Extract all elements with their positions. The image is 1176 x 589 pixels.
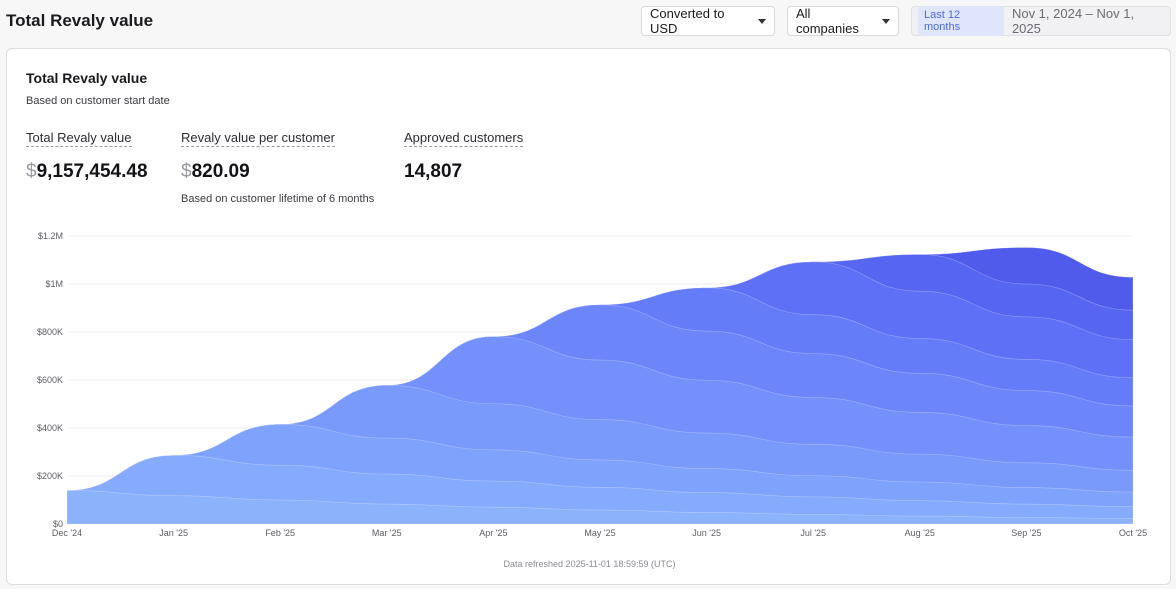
x-tick-label: Jun '25 (692, 528, 721, 538)
x-tick-label: Sep '25 (1011, 528, 1041, 538)
metric-number: 820.09 (191, 161, 250, 182)
revaly-value-card: Total Revaly value Based on customer sta… (6, 48, 1171, 585)
metric-label[interactable]: Total Revaly value (26, 130, 132, 147)
currency-select[interactable]: Converted to USD (641, 6, 775, 36)
x-tick-label: Jul '25 (800, 528, 826, 538)
metric-value: $9,157,454.48 (26, 161, 148, 183)
chevron-down-icon (882, 19, 890, 24)
refresh-note: Data refreshed 2025-11-01 18:59:59 (UTC) (503, 559, 676, 569)
range-preset-badge[interactable]: Last 12 months (918, 6, 1004, 36)
metric-label[interactable]: Approved customers (404, 130, 524, 147)
metric-value: $820.09 (181, 161, 374, 183)
metric-number: 9,157,454.48 (36, 161, 148, 182)
card-title: Total Revaly value (26, 70, 148, 86)
x-tick-label: Dec '24 (52, 528, 82, 538)
page-title: Total Revaly value (6, 11, 154, 30)
date-range-picker[interactable]: Last 12 months Nov 1, 2024 – Nov 1, 2025 (911, 6, 1171, 36)
currency-symbol: $ (181, 161, 192, 182)
metric-approved-customers: Approved customers 14,807 (404, 129, 524, 183)
y-tick-label: $400K (37, 423, 63, 433)
metric-number: 14,807 (404, 161, 463, 182)
x-tick-label: Apr '25 (479, 528, 507, 538)
x-tick-label: Aug '25 (905, 528, 935, 538)
y-tick-label: $0 (53, 519, 63, 529)
y-tick-label: $800K (37, 327, 63, 337)
y-tick-label: $600K (37, 375, 63, 385)
company-select[interactable]: All companies (787, 6, 899, 36)
metric-value-per-customer: Revaly value per customer $820.09 Based … (181, 129, 374, 205)
y-tick-label: $1M (45, 279, 63, 289)
stacked-area-chart: $0 $200K $400K $600K $800K $1M $1.2M Dec '24 Ja… (37, 231, 1147, 538)
range-dates: Nov 1, 2024 – Nov 1, 2025 (1011, 6, 1135, 36)
card-subtitle: Based on customer start date (26, 95, 170, 107)
y-tick-label: $1.2M (38, 231, 63, 241)
company-select-label: All companies (796, 6, 859, 36)
x-tick-label: Feb '25 (265, 528, 295, 538)
metric-value: 14,807 (404, 161, 523, 183)
currency-symbol: $ (26, 161, 37, 182)
x-tick-label: Jan '25 (159, 528, 188, 538)
metric-total-value: Total Revaly value $9,157,454.48 (26, 129, 148, 183)
metric-label[interactable]: Revaly value per customer (181, 130, 335, 147)
x-tick-label: Oct '25 (1119, 528, 1147, 538)
x-tick-label: Mar '25 (372, 528, 402, 538)
currency-select-label: Converted to USD (650, 6, 725, 36)
metric-note: Based on customer lifetime of 6 months (181, 193, 375, 205)
x-axis: Dec '24 Jan '25 Feb '25 Mar '25 Apr '25 May '… (52, 528, 1147, 538)
cohort-area-1[interactable] (66, 490, 1134, 525)
area-layer (66, 247, 1134, 525)
chevron-down-icon (758, 19, 766, 24)
x-tick-label: May '25 (584, 528, 615, 538)
y-tick-label: $200K (37, 471, 63, 481)
